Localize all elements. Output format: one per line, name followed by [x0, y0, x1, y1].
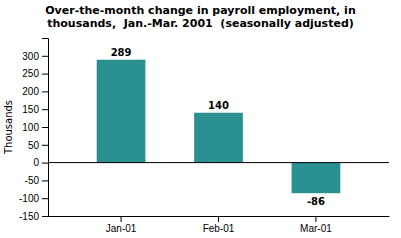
y-tick: -150 — [19, 211, 48, 222]
y-tick: 100 — [22, 122, 48, 133]
bar — [292, 163, 341, 194]
y-tick-mark — [42, 109, 48, 110]
x-tick: Jan-01 — [106, 216, 137, 234]
y-tick-mark — [42, 74, 48, 75]
title: Over-the-month change in payroll employm… — [45, 4, 355, 30]
x-tick-mark — [315, 216, 316, 222]
data-label: -86 — [307, 196, 325, 207]
data-labels: 289 140 -86 — [111, 47, 325, 208]
y-tick-mark — [42, 163, 48, 164]
y-tick-label: 250 — [22, 68, 39, 79]
bar — [97, 60, 146, 163]
y-tick: 50 — [28, 140, 48, 151]
y-tick-mark — [42, 145, 48, 146]
y-tick-label: 100 — [22, 122, 39, 133]
bars — [97, 60, 341, 194]
y-tick-label: 200 — [22, 86, 39, 97]
bar — [194, 113, 243, 163]
y-tick-mark — [42, 91, 48, 92]
y-tick: 150 — [22, 104, 48, 115]
y-tick-mark — [42, 56, 48, 57]
x-tick-label: Jan-01 — [106, 223, 137, 234]
chart: Over-the-month change in payroll employm… — [0, 0, 401, 238]
y-tick-label: 50 — [28, 140, 40, 151]
y-tick-label: -50 — [25, 175, 40, 186]
y-tick-mark — [42, 180, 48, 181]
x-tick-mark — [218, 216, 219, 222]
y-tick-label: 150 — [22, 104, 39, 115]
x-tick: Feb-01 — [203, 216, 235, 234]
y-tick: 0 — [33, 157, 48, 168]
y-tick-mark — [42, 127, 48, 128]
y-tick: -50 — [25, 175, 48, 186]
y-tick-mark — [42, 216, 48, 217]
data-label: 289 — [111, 47, 132, 58]
plot: -150 -100 -50 0 50 100 150 200 250 300 Jan-01 Feb-0… — [19, 39, 390, 235]
x-tick-label: Mar-01 — [300, 223, 332, 234]
zero-line — [48, 162, 389, 163]
x-tick-mark — [121, 216, 122, 222]
x-tick-label: Feb-01 — [203, 223, 235, 234]
y-axis: -150 -100 -50 0 50 100 150 200 250 300 — [19, 39, 49, 222]
y-tick-label: -100 — [19, 193, 39, 204]
y-tick-label: 0 — [33, 157, 39, 168]
y-axis-line — [42, 39, 49, 217]
y-axis-title: Thousands — [3, 100, 14, 155]
data-label: 140 — [208, 100, 229, 111]
y-tick-label: -150 — [19, 211, 39, 222]
y-tick-mark — [42, 198, 48, 199]
x-tick: Mar-01 — [300, 216, 332, 234]
y-tick: 300 — [22, 51, 48, 62]
y-tick: 250 — [22, 68, 48, 79]
x-axis: Jan-01 Feb-01 Mar-01 — [49, 216, 390, 234]
y-tick: 200 — [22, 86, 48, 97]
y-tick-label: 300 — [22, 51, 39, 62]
y-tick: -100 — [19, 193, 48, 204]
